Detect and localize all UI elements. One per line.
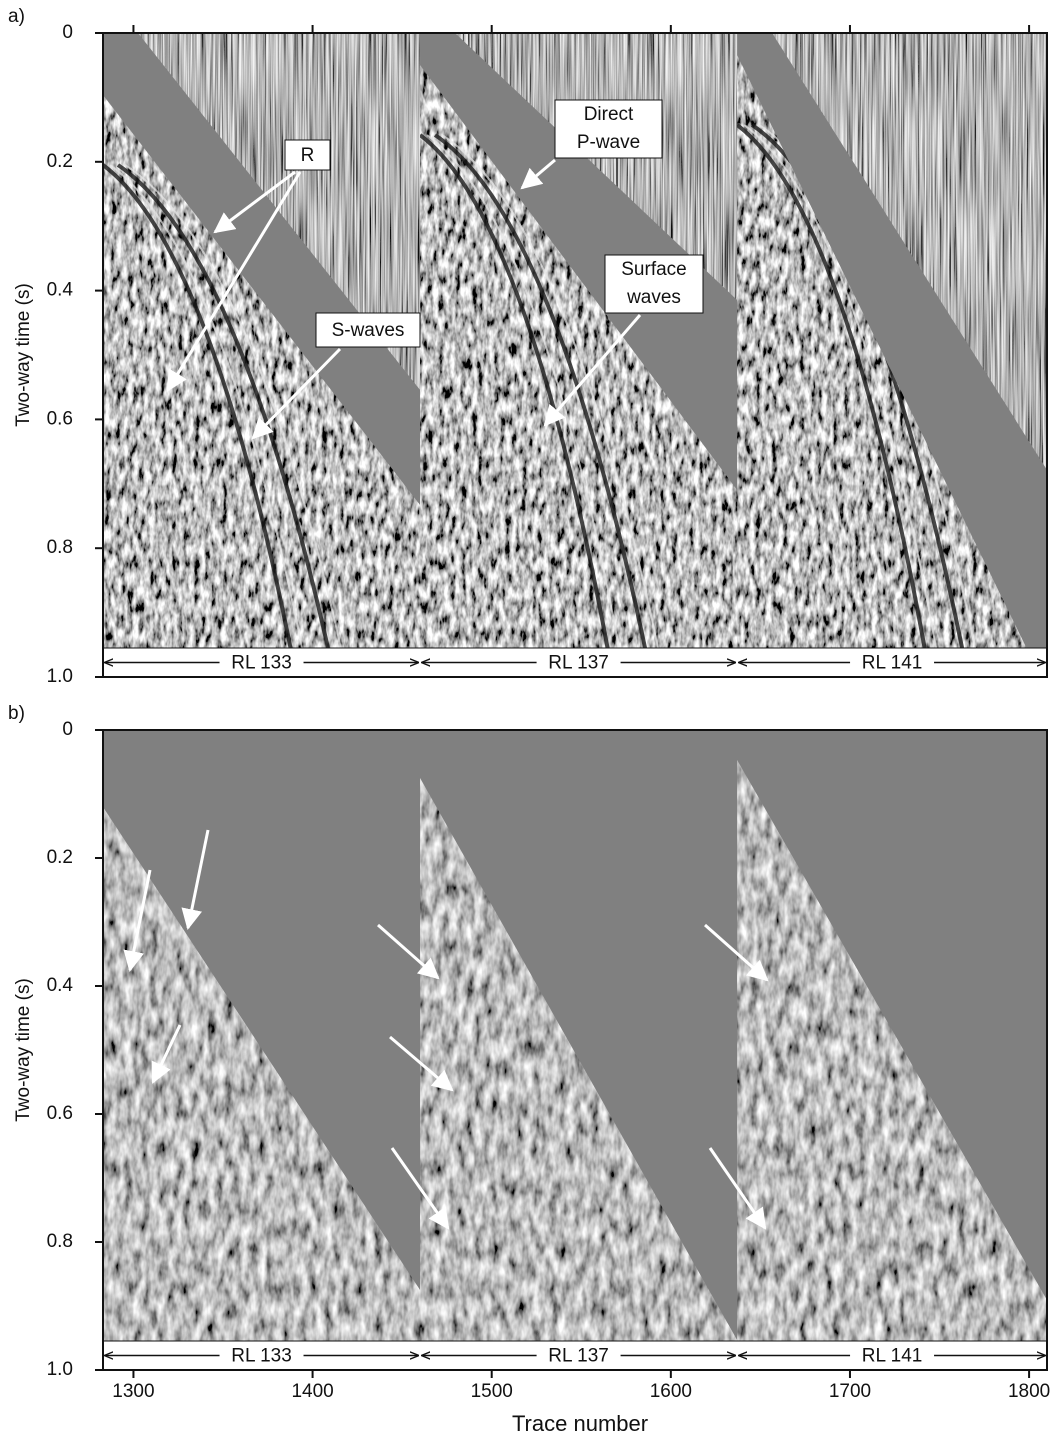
y-tick-label: 0.6: [47, 408, 73, 429]
annotation: P-wave: [577, 132, 640, 153]
arrow: [520, 158, 556, 190]
range-label-bg: [536, 652, 621, 673]
x-tick-label: 1600: [650, 1381, 692, 1402]
x-tick-label: 1300: [112, 1381, 154, 1402]
axes-frame: [102, 729, 1048, 1371]
x-tick-label: 1400: [291, 1381, 333, 1402]
y-tick-label: 0.8: [47, 1231, 73, 1252]
arrow: [377, 923, 440, 980]
range-label-bg: [536, 1345, 621, 1366]
x-tick-label: 1800: [1008, 1381, 1050, 1402]
y-tick-label: 0: [62, 719, 73, 740]
arrow: [389, 1035, 454, 1092]
range-label-bg: [850, 652, 935, 673]
range-label-bg: [219, 652, 304, 673]
y-tick-label: 0.8: [47, 537, 73, 558]
event: [737, 123, 927, 649]
event: [420, 133, 610, 648]
y-tick-label: 0.2: [47, 847, 73, 868]
events: [103, 163, 342, 648]
arrow: [704, 923, 769, 982]
event: [103, 163, 293, 648]
x-axis-label: Trace number: [512, 1411, 648, 1436]
y-tick-label: 0.4: [47, 280, 74, 301]
arrow: [390, 1147, 450, 1230]
y-tick-label: 0: [62, 22, 73, 43]
event: [433, 133, 648, 648]
event: [743, 124, 938, 649]
event: [441, 134, 660, 648]
events: [420, 133, 660, 648]
event: [426, 134, 621, 648]
annotation: Direct: [584, 104, 634, 125]
y-axis-label: Two-way time (s): [13, 978, 34, 1122]
y-axis-label: Two-way time (s): [13, 283, 34, 427]
arrow: [213, 170, 296, 234]
x-tick-label: 1500: [471, 1381, 513, 1402]
annotation: Surface: [621, 259, 686, 280]
y-tick-label: 0.2: [47, 151, 73, 172]
event: [116, 163, 330, 648]
range-label: RL 133: [231, 653, 292, 674]
x-tick-label: 1700: [829, 1381, 871, 1402]
annotation: waves: [626, 287, 681, 308]
arrow: [543, 314, 642, 427]
y-tick-label: 1.0: [47, 1359, 73, 1380]
range-label: RL 137: [548, 1346, 609, 1367]
arrow: [123, 869, 152, 973]
range-label: RL 137: [548, 653, 609, 674]
annotation: S-waves: [332, 320, 405, 341]
event: [109, 164, 303, 648]
range-label: RL 133: [231, 1346, 292, 1367]
arrow: [166, 171, 302, 392]
panel-label: b): [8, 703, 25, 724]
axes-frame: [102, 32, 1048, 678]
y-tick-label: 0.4: [47, 975, 74, 996]
range-label: RL 141: [862, 1346, 923, 1367]
range-label-bg: [219, 1345, 304, 1366]
y-tick-label: 1.0: [47, 666, 73, 687]
range-label-bg: [850, 1345, 935, 1366]
event: [124, 164, 342, 648]
y-tick-label: 0.6: [47, 1103, 73, 1124]
panel-label: a): [8, 6, 25, 27]
annotation-box: [604, 254, 704, 314]
annotation-box: [284, 139, 331, 171]
arrow: [181, 829, 210, 931]
arrow: [151, 1024, 182, 1084]
arrow: [251, 347, 342, 440]
annotation-box: [554, 99, 663, 159]
arrow: [708, 1147, 767, 1230]
annotation-box: [315, 312, 421, 348]
annotation: R: [301, 145, 315, 166]
range-label: RL 141: [862, 653, 923, 674]
